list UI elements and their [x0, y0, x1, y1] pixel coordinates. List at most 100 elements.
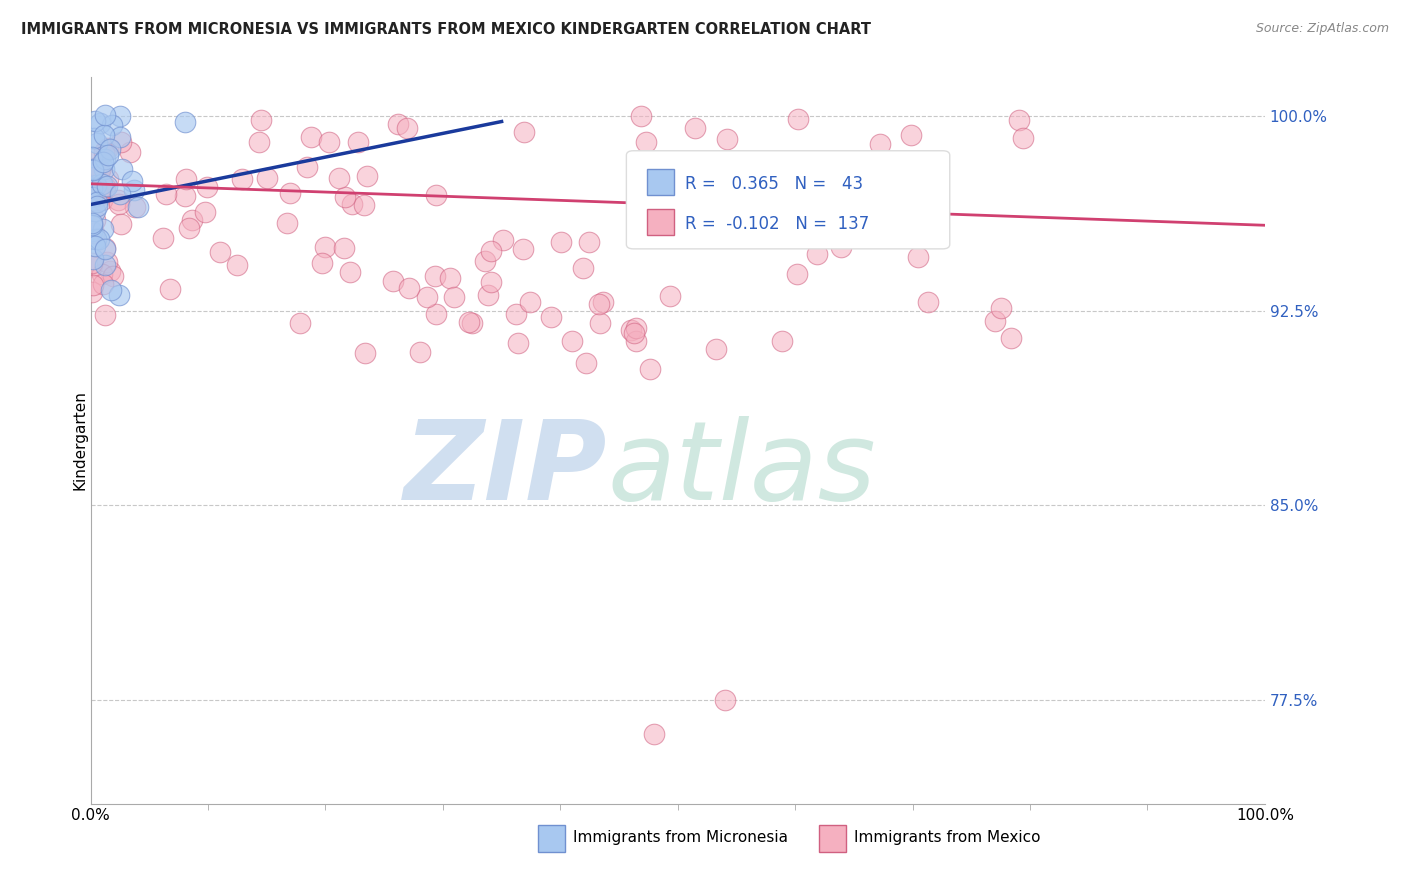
Y-axis label: Kindergarten: Kindergarten — [72, 391, 87, 491]
Point — [299, 129, 322, 144]
Point — [83, 114, 105, 128]
Point — [250, 112, 273, 127]
Point — [94, 242, 117, 256]
Point — [624, 321, 647, 335]
Point — [173, 189, 195, 203]
Point — [80, 256, 103, 270]
Point — [209, 244, 232, 259]
Point — [173, 114, 195, 128]
Point — [90, 267, 112, 281]
Point — [247, 135, 270, 149]
Point — [295, 160, 318, 174]
Point — [1000, 331, 1022, 345]
Point — [907, 251, 929, 265]
Point — [328, 171, 350, 186]
Point — [278, 186, 301, 201]
Point — [624, 334, 647, 349]
Point — [333, 241, 356, 255]
Point — [83, 213, 105, 227]
Point — [100, 283, 122, 297]
Point — [640, 362, 662, 376]
Point — [231, 171, 253, 186]
Point — [110, 136, 132, 150]
Point — [346, 136, 368, 150]
Point — [181, 212, 204, 227]
Point — [82, 161, 104, 176]
Point — [89, 232, 111, 246]
Point — [443, 289, 465, 303]
Point — [984, 314, 1007, 328]
Point — [194, 205, 217, 219]
Point — [80, 259, 103, 273]
Point — [623, 326, 645, 340]
Point — [578, 235, 600, 250]
Point — [80, 218, 103, 232]
Text: atlas: atlas — [607, 416, 876, 523]
Point — [107, 193, 129, 207]
Point — [789, 219, 811, 234]
Point — [512, 242, 534, 256]
Point — [457, 315, 479, 329]
Point — [479, 244, 502, 258]
Point — [900, 128, 922, 142]
Point — [630, 109, 652, 123]
Point — [84, 151, 107, 165]
Point — [101, 118, 124, 132]
Point — [89, 115, 111, 129]
Point — [82, 252, 104, 267]
Point — [86, 160, 108, 174]
Point — [121, 174, 143, 188]
Point — [108, 288, 131, 302]
Point — [89, 163, 111, 178]
Point — [97, 148, 120, 162]
Point — [398, 281, 420, 295]
Point — [177, 221, 200, 235]
Point — [318, 136, 340, 150]
Point — [101, 268, 124, 283]
Point — [83, 227, 105, 241]
Point — [108, 130, 131, 145]
Point — [93, 308, 115, 322]
Point — [519, 295, 541, 310]
Text: ZIP: ZIP — [404, 416, 607, 523]
Point — [174, 172, 197, 186]
Point — [1007, 113, 1029, 128]
Point — [806, 246, 828, 260]
Point — [96, 255, 118, 269]
Point — [716, 132, 738, 146]
Point — [311, 256, 333, 270]
Point — [561, 334, 583, 348]
Point — [90, 193, 112, 207]
Point — [111, 162, 134, 177]
Point — [86, 199, 108, 213]
Point — [356, 169, 378, 183]
Point — [990, 301, 1012, 316]
Point — [353, 197, 375, 211]
Point — [505, 307, 527, 321]
Point — [869, 136, 891, 151]
Point — [226, 258, 249, 272]
Point — [80, 180, 103, 194]
Point — [416, 290, 439, 304]
Point — [474, 254, 496, 268]
Point — [425, 268, 447, 283]
Point — [152, 231, 174, 245]
Point — [82, 285, 104, 300]
Point — [550, 235, 572, 249]
Point — [588, 296, 610, 310]
Point — [636, 135, 658, 149]
Text: R =   0.365   N =   43: R = 0.365 N = 43 — [686, 175, 863, 194]
Point — [91, 222, 114, 236]
Point — [89, 163, 111, 178]
Point — [387, 117, 409, 131]
Point — [830, 239, 852, 253]
Point — [98, 142, 121, 156]
Point — [80, 190, 103, 204]
Point — [643, 726, 665, 740]
Point — [354, 346, 377, 360]
Point — [120, 145, 142, 159]
Point — [409, 345, 432, 359]
Point — [87, 185, 110, 199]
Point — [98, 264, 121, 278]
Point — [91, 154, 114, 169]
